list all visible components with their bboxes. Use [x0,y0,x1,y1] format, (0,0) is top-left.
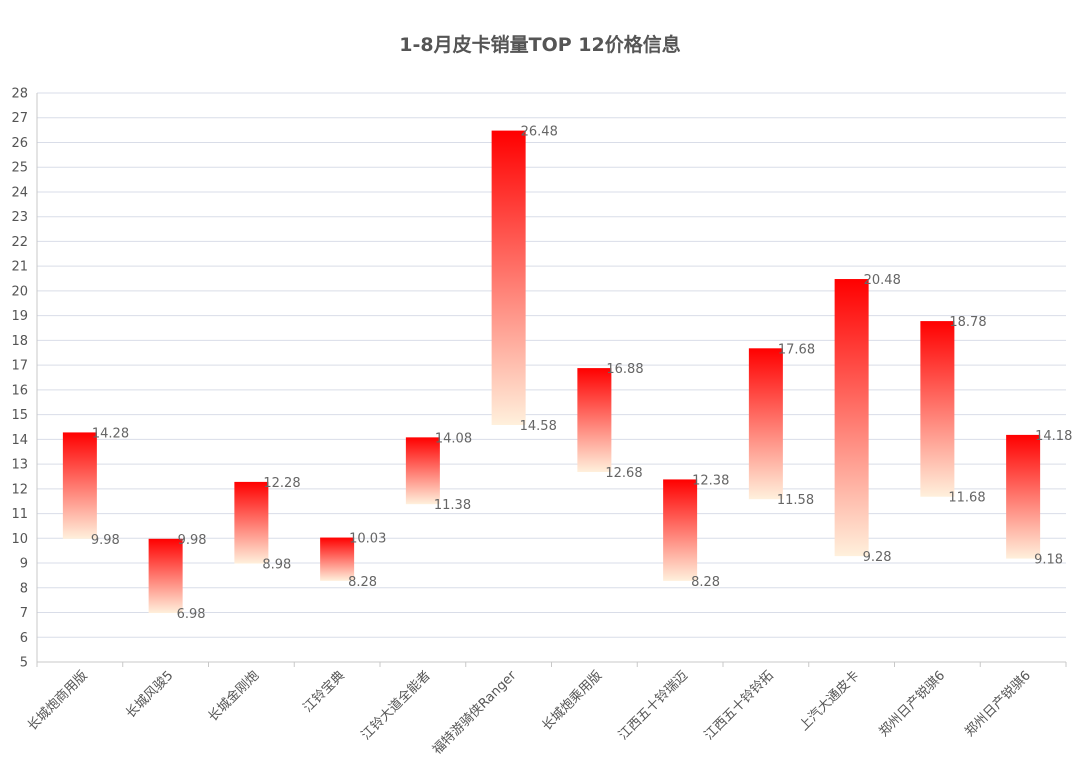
high-value-label: 12.28 [263,476,300,491]
x-category-label: 郑州日产锐骐6 [962,668,1034,740]
high-value-label: 14.28 [92,426,129,441]
x-category-label: 江西五十铃铃拓 [702,668,777,743]
low-value-label: 14.58 [520,419,557,434]
high-value-label: 26.48 [521,125,558,140]
high-value-label: 10.03 [349,532,386,547]
y-tick-label: 12 [11,482,28,497]
low-value-label: 8.28 [691,575,720,590]
low-value-label: 12.68 [605,466,642,481]
y-tick-label: 10 [11,532,28,547]
y-tick-label: 18 [11,334,28,349]
range-bar [148,538,183,614]
y-tick-label: 20 [11,284,28,299]
y-tick-label: 13 [11,458,28,473]
y-tick-label: 9 [20,557,28,572]
low-value-label: 8.98 [262,558,291,573]
high-value-label: 16.88 [606,362,643,377]
y-tick-label: 16 [11,383,28,398]
y-tick-label: 6 [20,631,28,646]
range-bar [920,321,955,497]
low-value-label: 8.28 [348,575,377,590]
range-bar [1006,434,1041,559]
x-category-label: 长城炮商用版 [25,668,91,734]
y-tick-label: 21 [11,260,28,275]
y-tick-label: 14 [11,433,28,448]
high-value-label: 9.98 [178,533,207,548]
axes: 5 6 7 8 9 10 11 12 13 14 15 16 17 18 19 20 21 22 23 24 25 26 2… [11,87,1067,671]
y-tick-label: 15 [11,408,28,423]
low-value-label: 6.98 [177,607,206,622]
low-value-label: 11.38 [434,498,471,513]
y-tick-label: 28 [11,87,28,102]
x-category-label: 江西五十铃瑞迈 [616,668,691,743]
x-category-label: 长城炮乘用版 [539,668,605,734]
range-bar [577,368,612,473]
range-bar [405,437,440,505]
range-bar [834,279,869,557]
high-value-label: 14.08 [435,431,472,446]
range-bar [491,130,526,425]
y-tick-label: 26 [11,136,28,151]
y-tick-label: 11 [11,507,28,522]
x-category-label: 江铃宝典 [301,668,348,715]
y-tick-label: 7 [20,606,28,621]
y-tick-label: 5 [20,656,28,671]
range-bar [234,481,269,564]
high-value-label: 14.18 [1035,429,1072,444]
range-bar [748,348,783,500]
low-value-label: 9.98 [91,533,120,548]
x-category-label: 郑州日产锐骐6 [877,668,949,740]
range-bar [663,479,698,581]
high-value-label: 17.68 [778,342,815,357]
y-tick-label: 27 [11,111,28,126]
low-value-label: 11.58 [777,493,814,508]
low-value-label: 9.18 [1034,553,1063,568]
x-category-label: 上汽大通皮卡 [797,668,863,734]
y-tick-label: 17 [11,359,28,374]
range-bar [62,432,97,539]
x-category-label: 长城风骏5 [123,668,176,721]
high-value-label: 20.48 [864,273,901,288]
gridlines [37,92,1066,638]
y-tick-label: 25 [11,161,28,176]
data-labels: 14.28 9.98 9.98 6.98 12.28 8.98 10.03 8.28 14.08… [91,125,1072,622]
low-value-label: 11.68 [948,491,985,506]
chart-title: 1-8月皮卡销量TOP 12价格信息 [399,34,681,56]
y-tick-label: 23 [11,210,28,225]
y-tick-label: 24 [11,185,28,200]
low-value-label: 9.28 [863,550,892,565]
x-category-label: 长城金刚炮 [205,668,262,725]
high-value-label: 18.78 [949,315,986,330]
y-tick-label: 22 [11,235,28,250]
x-category-label: 福特游骑侠Ranger [430,668,520,758]
y-tick-label: 8 [20,581,28,596]
high-value-label: 12.38 [692,473,729,488]
range-bar [320,537,355,581]
y-tick-label: 19 [11,309,28,324]
bars [62,130,1041,614]
x-category-label: 江铃大道全能者 [358,668,434,744]
